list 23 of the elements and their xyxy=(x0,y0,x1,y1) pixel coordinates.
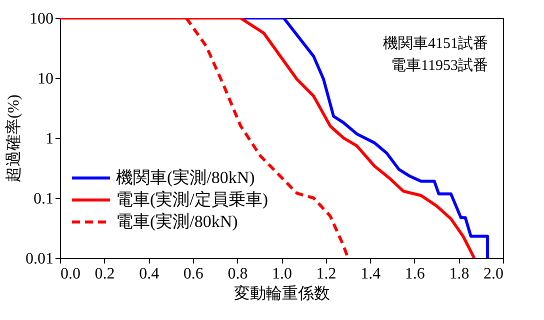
x-tick-label: 0.2 xyxy=(94,266,115,282)
annotation: 電車11953試番 xyxy=(391,57,488,74)
x-tick-label: 1.0 xyxy=(272,266,292,282)
x-tick-label: 1.8 xyxy=(449,266,470,282)
x-tick-label: 1.6 xyxy=(404,266,425,282)
x-tick-label: 2.0 xyxy=(484,266,504,282)
annotation: 機関車4151試番 xyxy=(383,35,488,52)
y-tick-label: 10 xyxy=(38,70,54,88)
x-tick-label: 1.4 xyxy=(360,266,381,282)
legend-label: 電車(実測/定員乗車) xyxy=(116,190,268,209)
x-tick-label: 0.0 xyxy=(60,266,80,282)
legend-label: 電車(実測/80kN) xyxy=(116,212,238,231)
x-tick-label: 0.6 xyxy=(183,266,204,282)
y-tick-label: 0.01 xyxy=(26,250,54,268)
y-tick-label: 0.1 xyxy=(34,190,54,208)
y-axis-title: 超過確率(%) xyxy=(4,94,22,182)
x-tick-label: 1.2 xyxy=(316,266,336,282)
y-tick-label: 100 xyxy=(30,10,54,28)
x-tick-label: 0.8 xyxy=(228,266,248,282)
x-axis-title: 変動輪重係数 xyxy=(234,284,330,302)
legend-label: 機関車(実測/80kN) xyxy=(116,168,255,187)
x-tick-label: 0.4 xyxy=(139,266,160,282)
y-tick-label: 1 xyxy=(46,130,54,148)
